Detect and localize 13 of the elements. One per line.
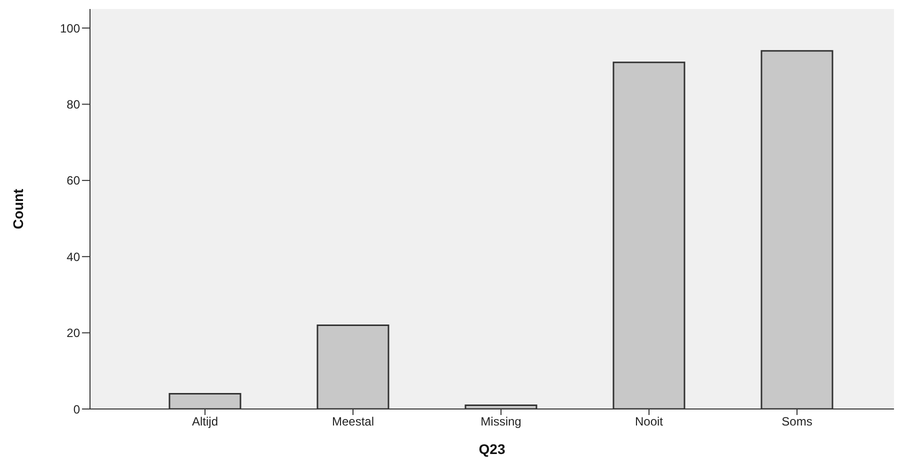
y-tick-label: 60 <box>66 174 80 188</box>
x-tick-label: Meestal <box>332 414 374 429</box>
x-tick-label: Soms <box>782 414 812 429</box>
x-tick-label: Altijd <box>192 414 218 429</box>
y-tick-label: 40 <box>66 250 80 264</box>
x-axis-title: Q23 <box>478 441 506 457</box>
x-tick-label: Missing <box>480 414 522 429</box>
x-tick-label: Nooit <box>634 414 664 429</box>
y-tick-label: 0 <box>73 402 80 416</box>
y-tick-label: 20 <box>66 326 80 340</box>
y-tick-label: 80 <box>66 98 80 112</box>
y-axis-title: Count <box>10 188 26 230</box>
y-tick-label: 100 <box>60 21 80 36</box>
